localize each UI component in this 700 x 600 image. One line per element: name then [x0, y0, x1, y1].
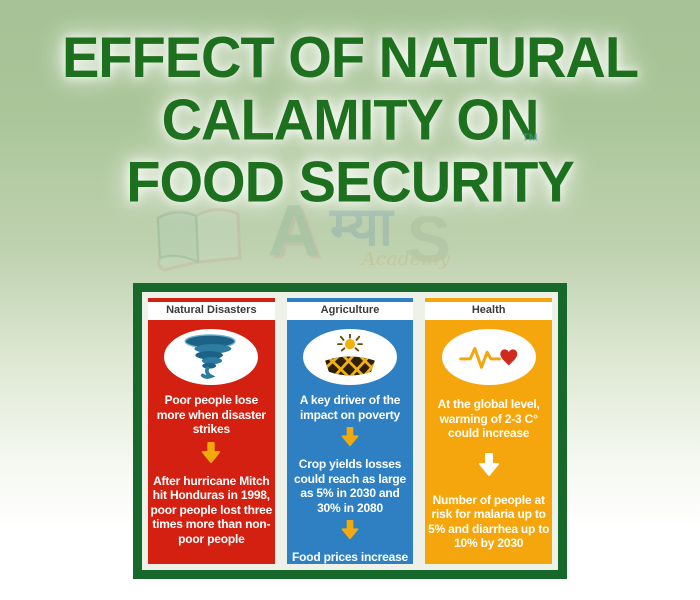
title-line-3: FOOD SECURITY	[126, 149, 574, 214]
natural-disasters-text-2: After hurricane Mitch hit Honduras in 19…	[150, 473, 273, 546]
down-arrow-icon	[287, 520, 414, 545]
tornado-icon	[164, 329, 259, 385]
column-health: Health At the global level, warming of 2…	[425, 298, 553, 564]
crops-sun-icon	[303, 329, 397, 385]
title-line-1: EFFECT OF NATURAL	[61, 25, 639, 90]
agriculture-text-3: Food prices increase and poor people spe…	[291, 550, 409, 564]
watermark-logo: A म्या S Academy	[146, 191, 566, 282]
heartbeat-icon	[441, 329, 536, 385]
watermark-hindi-text: म्या	[330, 197, 393, 257]
open-book-icon	[156, 208, 242, 272]
trademark-text: TM	[522, 132, 538, 144]
column-natural-disasters: Natural Disasters Poor people lose more …	[148, 298, 275, 564]
health-text-2: Number of people at risk for malaria up …	[428, 492, 550, 551]
down-arrow-icon	[148, 441, 275, 469]
health-text-1: At the global level, warming of 2-3 C° c…	[437, 397, 540, 440]
natural-disasters-text-1: Poor people lose more when disaster stri…	[156, 393, 266, 436]
column-agriculture: Agriculture	[286, 298, 414, 564]
watermark-letter-a: A	[268, 191, 320, 271]
agriculture-text-2: Crop yields losses could reach as large …	[293, 457, 407, 515]
down-arrow-icon	[425, 452, 552, 482]
watermark-letter-s: S	[406, 202, 451, 276]
down-arrow-icon	[287, 427, 414, 452]
agriculture-text-1: A key driver of the impact on poverty	[299, 393, 401, 422]
column-header-health: Health	[425, 302, 553, 320]
infographic-panel: Natural Disasters Poor people lose more …	[133, 283, 567, 579]
title-line-2: CALAMITY ON	[161, 87, 540, 152]
column-header-natural-disasters: Natural Disasters	[148, 302, 275, 320]
column-header-agriculture: Agriculture	[286, 302, 414, 320]
watermark-script-text: Academy	[362, 248, 450, 270]
page-title: EFFECT OF NATURAL CALAMITY ON FOOD SECUR…	[0, 26, 700, 213]
